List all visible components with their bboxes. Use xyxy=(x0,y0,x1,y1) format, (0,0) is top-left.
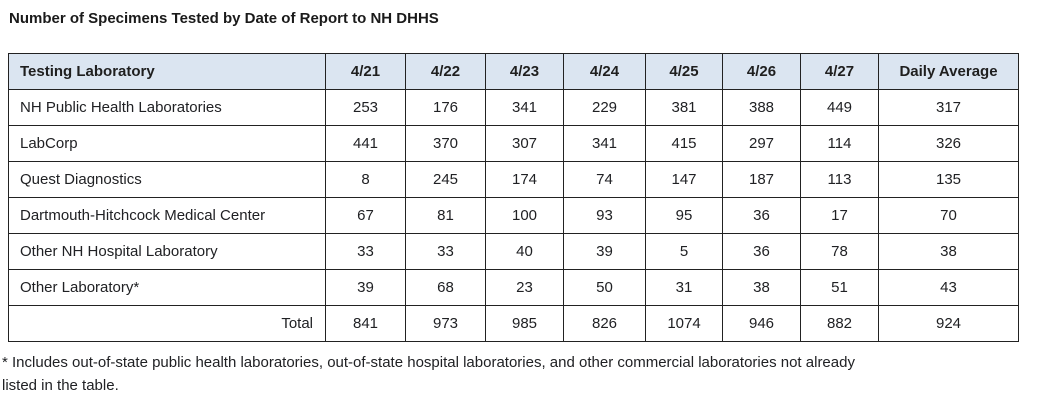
total-value-cell: 841 xyxy=(325,305,406,342)
value-cell: 174 xyxy=(485,161,564,198)
total-value-cell: 924 xyxy=(878,305,1019,342)
value-cell: 100 xyxy=(485,197,564,234)
value-cell: 8 xyxy=(325,161,406,198)
value-cell: 147 xyxy=(645,161,723,198)
value-cell: 70 xyxy=(878,197,1019,234)
table-row: LabCorp 441 370 307 341 415 297 114 326 xyxy=(8,125,1019,162)
value-cell: 307 xyxy=(485,125,564,162)
table-body: NH Public Health Laboratories 253 176 34… xyxy=(8,89,1019,342)
value-cell: 38 xyxy=(722,269,801,306)
table-header: Testing Laboratory 4/21 4/22 4/23 4/24 4… xyxy=(8,53,1019,90)
lab-name-cell: Quest Diagnostics xyxy=(8,161,326,198)
table-row: Other NH Hospital Laboratory 33 33 40 39… xyxy=(8,233,1019,270)
page-title: Number of Specimens Tested by Date of Re… xyxy=(9,10,439,27)
total-value-cell: 1074 xyxy=(645,305,723,342)
value-cell: 81 xyxy=(405,197,486,234)
footnote: * Includes out-of-state public health la… xyxy=(2,354,855,394)
value-cell: 341 xyxy=(485,89,564,126)
table-row: Other Laboratory* 39 68 23 50 31 38 51 4… xyxy=(8,269,1019,306)
value-cell: 297 xyxy=(722,125,801,162)
value-cell: 51 xyxy=(800,269,879,306)
total-value-cell: 882 xyxy=(800,305,879,342)
value-cell: 23 xyxy=(485,269,564,306)
value-cell: 326 xyxy=(878,125,1019,162)
value-cell: 5 xyxy=(645,233,723,270)
column-header-testing-laboratory: Testing Laboratory xyxy=(8,53,326,90)
column-header-date-6: 4/26 xyxy=(722,53,801,90)
column-header-date-1: 4/21 xyxy=(325,53,406,90)
table-row: Dartmouth-Hitchcock Medical Center 67 81… xyxy=(8,197,1019,234)
column-header-date-2: 4/22 xyxy=(405,53,486,90)
value-cell: 449 xyxy=(800,89,879,126)
lab-name-cell: Dartmouth-Hitchcock Medical Center xyxy=(8,197,326,234)
value-cell: 381 xyxy=(645,89,723,126)
column-header-date-4: 4/24 xyxy=(563,53,646,90)
header-row: Testing Laboratory 4/21 4/22 4/23 4/24 4… xyxy=(8,53,1019,90)
value-cell: 36 xyxy=(722,197,801,234)
column-header-daily-average: Daily Average xyxy=(878,53,1019,90)
value-cell: 176 xyxy=(405,89,486,126)
value-cell: 43 xyxy=(878,269,1019,306)
lab-name-cell: NH Public Health Laboratories xyxy=(8,89,326,126)
lab-name-cell: LabCorp xyxy=(8,125,326,162)
total-label-cell: Total xyxy=(8,305,326,342)
value-cell: 317 xyxy=(878,89,1019,126)
lab-name-cell: Other Laboratory* xyxy=(8,269,326,306)
lab-name-cell: Other NH Hospital Laboratory xyxy=(8,233,326,270)
column-header-date-7: 4/27 xyxy=(800,53,879,90)
value-cell: 50 xyxy=(563,269,646,306)
total-row: Total 841 973 985 826 1074 946 882 924 xyxy=(8,305,1019,342)
value-cell: 187 xyxy=(722,161,801,198)
total-value-cell: 985 xyxy=(485,305,564,342)
value-cell: 33 xyxy=(325,233,406,270)
value-cell: 39 xyxy=(563,233,646,270)
value-cell: 74 xyxy=(563,161,646,198)
value-cell: 95 xyxy=(645,197,723,234)
column-header-date-5: 4/25 xyxy=(645,53,723,90)
value-cell: 441 xyxy=(325,125,406,162)
value-cell: 38 xyxy=(878,233,1019,270)
value-cell: 388 xyxy=(722,89,801,126)
value-cell: 78 xyxy=(800,233,879,270)
table-row: NH Public Health Laboratories 253 176 34… xyxy=(8,89,1019,126)
total-value-cell: 946 xyxy=(722,305,801,342)
value-cell: 33 xyxy=(405,233,486,270)
value-cell: 245 xyxy=(405,161,486,198)
value-cell: 93 xyxy=(563,197,646,234)
specimens-table: Testing Laboratory 4/21 4/22 4/23 4/24 4… xyxy=(8,53,1019,342)
value-cell: 135 xyxy=(878,161,1019,198)
value-cell: 40 xyxy=(485,233,564,270)
value-cell: 67 xyxy=(325,197,406,234)
value-cell: 39 xyxy=(325,269,406,306)
value-cell: 68 xyxy=(405,269,486,306)
value-cell: 17 xyxy=(800,197,879,234)
value-cell: 113 xyxy=(800,161,879,198)
value-cell: 229 xyxy=(563,89,646,126)
value-cell: 36 xyxy=(722,233,801,270)
column-header-date-3: 4/23 xyxy=(485,53,564,90)
total-value-cell: 826 xyxy=(563,305,646,342)
value-cell: 31 xyxy=(645,269,723,306)
value-cell: 253 xyxy=(325,89,406,126)
value-cell: 341 xyxy=(563,125,646,162)
table-row: Quest Diagnostics 8 245 174 74 147 187 1… xyxy=(8,161,1019,198)
total-value-cell: 973 xyxy=(405,305,486,342)
value-cell: 415 xyxy=(645,125,723,162)
value-cell: 370 xyxy=(405,125,486,162)
value-cell: 114 xyxy=(800,125,879,162)
